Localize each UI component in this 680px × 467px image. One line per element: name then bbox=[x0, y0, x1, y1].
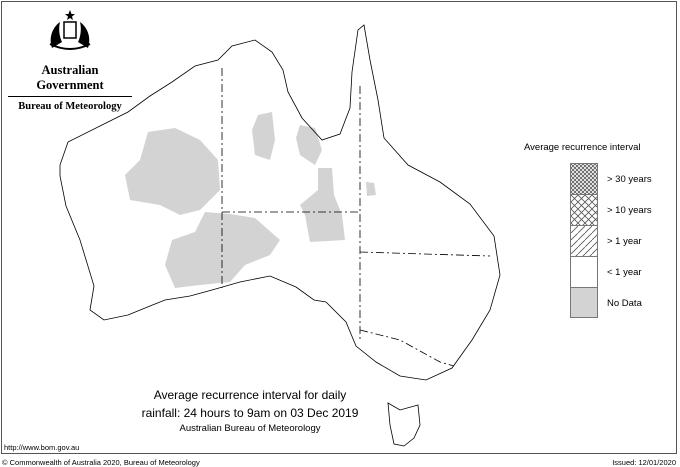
caption-line-1: Average recurrence interval for daily bbox=[153, 388, 347, 402]
no-data-regions bbox=[125, 112, 376, 288]
bom-logo: Australian Government Bureau of Meteorol… bbox=[8, 8, 132, 112]
legend-item-1-year-plus: > 1 year bbox=[570, 225, 642, 256]
copyright-text: © Commonwealth of Australia 2020, Bureau… bbox=[2, 458, 200, 467]
no-data-region bbox=[366, 182, 376, 196]
no-data-region bbox=[125, 128, 220, 215]
coat-of-arms-icon bbox=[49, 10, 91, 50]
no-data-region bbox=[300, 168, 345, 242]
mainland-outline bbox=[59, 24, 501, 381]
legend: > 30 years > 10 years > 1 year < 1 year … bbox=[570, 163, 652, 318]
tasmania-outline bbox=[387, 402, 421, 447]
legend-item-no-data: No Data bbox=[570, 287, 642, 318]
no-data-region bbox=[252, 112, 275, 160]
bureau-name: Bureau of Meteorology bbox=[18, 101, 122, 112]
issued-date: Issued: 12/01/2020 bbox=[612, 458, 676, 467]
border-nsw-vic bbox=[359, 329, 455, 367]
map-frame bbox=[1, 1, 677, 454]
government-name: Australian Government bbox=[8, 63, 132, 97]
no-data-region bbox=[165, 212, 280, 288]
caption-line-2: rainfall: 24 hours to 9am on 03 Dec 2019 bbox=[141, 406, 359, 420]
caption-line-3: Australian Bureau of Meteorology bbox=[179, 423, 321, 434]
border-qld-nsw bbox=[359, 251, 491, 257]
legend-item-30-years: > 30 years bbox=[570, 163, 652, 194]
state-borders bbox=[221, 68, 491, 367]
bom-url-link[interactable]: http://www.bom.gov.au bbox=[4, 443, 80, 452]
legend-item-10-years: > 10 years bbox=[570, 194, 652, 225]
no-data-region bbox=[296, 125, 322, 165]
legend-item-under-1-year: < 1 year bbox=[570, 256, 642, 287]
legend-title: Average recurrence interval bbox=[524, 142, 641, 153]
